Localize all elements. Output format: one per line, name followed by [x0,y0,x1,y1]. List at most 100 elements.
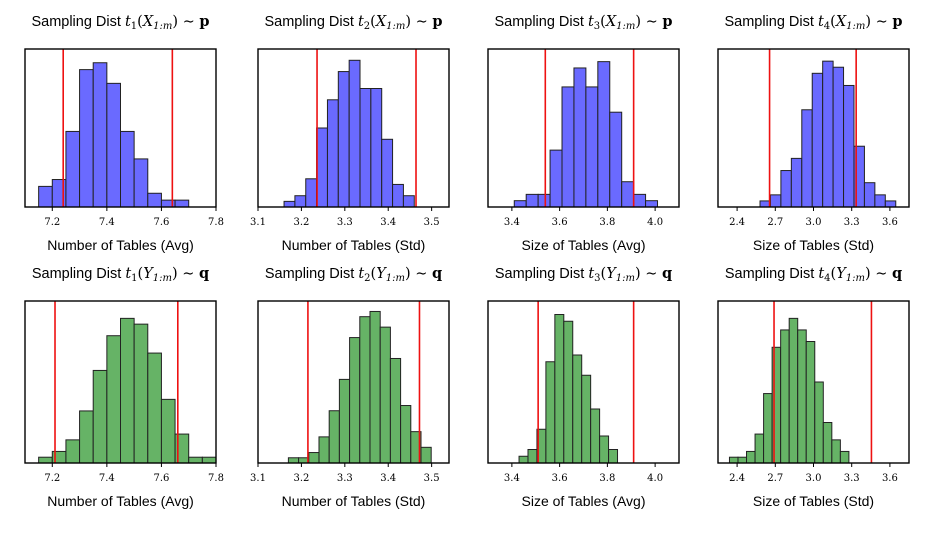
histogram-bar [754,433,765,464]
title-dist: q [199,265,209,282]
histogram-bar [790,157,803,208]
histogram-bar [369,310,381,464]
histogram-bar [389,357,402,464]
x-tick-label: 3.5 [424,473,440,484]
histogram-bar [554,314,565,464]
title-dist: q [662,265,672,282]
plot-frame [257,48,450,208]
title-prefix: Sampling Dist [32,266,125,282]
title-var: X [142,14,154,30]
plot-frame [24,48,217,208]
histogram-bar [328,410,340,464]
histogram-bar [843,84,855,208]
title-var: X [375,14,387,30]
chart-title: Sampling Dist t1(Y1:m) ∼ q [32,265,209,284]
plot-frame [257,300,450,464]
histogram-bar [832,66,845,208]
histogram-bar [788,317,799,464]
title-stat: t [358,14,364,30]
histogram-bar [38,456,53,464]
title-var: Y [376,266,387,282]
histogram-bar [79,410,94,464]
histogram-bar [573,67,587,208]
x-tick-label: 4.0 [647,473,663,484]
plot-frame [487,300,680,464]
title-index: 1 [131,273,137,284]
histogram-bar [728,456,739,464]
histogram-bar [120,130,135,208]
histogram-bar [518,455,529,464]
histogram-bar [545,361,556,464]
histogram-bar [287,457,300,464]
title-stat: t [125,14,131,30]
histogram-bar [308,452,320,464]
x-tick-label: 3.4 [380,473,396,484]
x-tick-label: 2.4 [729,217,745,228]
histogram-bar [174,199,190,208]
chart-panel: 3.1 3.2 3.3 3.4 3.5 Number of Tables (Std) Sam… [250,13,450,253]
title-subscript: 1:m [153,21,172,32]
x-tick-label: 3.5 [424,217,440,228]
histogram-bar [106,335,122,464]
title-prefix: Sampling Dist [264,14,357,30]
x-tick-label: 7.8 [208,217,224,228]
histogram-bar [65,130,81,208]
x-axis-label: Number of Tables (Avg) [47,237,194,253]
histogram-bar [561,86,575,208]
histogram-bar [65,439,81,464]
histogram-bar [590,408,601,464]
histogram-bar [801,109,813,208]
x-tick-label: 3.3 [844,217,860,228]
histogram-bar [863,182,876,208]
histogram-bar [349,337,361,464]
histogram-bar [527,449,538,464]
x-tick-label: 3.4 [380,217,396,228]
histogram-bar [316,127,328,208]
title-index: 2 [364,273,370,284]
histogram-bar [822,60,834,208]
title-var: Y [836,266,847,282]
histogram-bar [379,326,391,464]
chart-title: Sampling Dist t4(X1:m) ∼ p [724,13,902,32]
title-dist: q [892,265,902,282]
chart-title: Sampling Dist t4(Y1:m) ∼ q [725,265,902,284]
histogram-bar [549,149,563,208]
title-subscript: 1:m [386,21,405,32]
title-subscript: 1:m [616,273,635,284]
x-tick-label: 3.0 [806,473,822,484]
histogram-bar [133,323,149,464]
title-stat: t [125,266,131,282]
title-prefix: Sampling Dist [725,266,818,282]
histogram-bar [400,405,412,464]
histogram-bar [326,99,339,208]
histogram-bar [420,446,432,464]
title-dist: p [432,13,442,30]
title-index: 2 [364,21,370,32]
histogram-bar [822,422,833,464]
histogram-bar [160,398,176,464]
x-axis-label: Number of Tables (Std) [282,237,426,253]
histogram-bar [359,316,371,464]
title-prefix: Sampling Dist [495,266,588,282]
chart-title: Sampling Dist t2(Y1:m) ∼ q [265,265,442,284]
x-tick-label: 3.8 [599,217,615,228]
histogram-bar [147,192,162,208]
histogram-bar [381,138,394,208]
chart-title: Sampling Dist t3(X1:m) ∼ p [494,13,672,32]
histogram-bar [797,329,807,464]
title-subscript: 1:m [153,273,172,284]
title-var: X [835,14,847,30]
x-tick-label: 2.7 [767,473,783,484]
histogram-bar [338,378,351,464]
histogram-bar [133,158,149,208]
x-tick-label: 3.0 [806,217,822,228]
title-dist: p [662,13,672,30]
histogram-bar [147,352,162,464]
x-tick-label: 7.4 [99,217,115,228]
x-tick-label: 3.3 [337,217,353,228]
title-subscript: 1:m [616,21,635,32]
chart-panel: 2.4 2.7 3.0 3.3 3.6 Size of Tables (Std) Sampl… [717,13,910,253]
